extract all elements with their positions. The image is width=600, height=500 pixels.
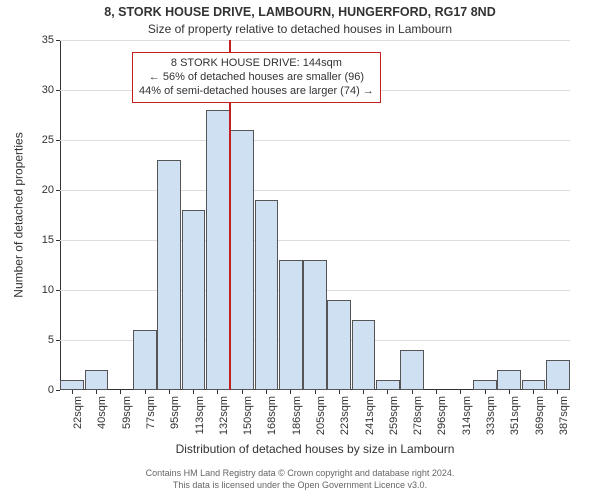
y-axis-label: Number of detached properties — [12, 40, 26, 390]
x-tick-mark — [533, 390, 534, 394]
histogram-bar — [182, 210, 206, 390]
y-tick-label: 30 — [42, 84, 54, 96]
histogram-bar — [85, 370, 109, 390]
annotation-line: ← 56% of detached houses are smaller (96… — [139, 71, 374, 85]
x-tick-mark — [72, 390, 73, 394]
x-tick-mark — [412, 390, 413, 394]
plot-area: 0510152025303522sqm40sqm59sqm77sqm95sqm1… — [60, 40, 570, 390]
histogram-bar — [157, 160, 181, 390]
chart-title: 8, STORK HOUSE DRIVE, LAMBOURN, HUNGERFO… — [0, 5, 600, 19]
x-tick-mark — [339, 390, 340, 394]
y-tick-label: 25 — [42, 134, 54, 146]
y-tick-mark — [56, 240, 60, 241]
footer-line-1: Contains HM Land Registry data © Crown c… — [0, 468, 600, 478]
y-tick-mark — [56, 390, 60, 391]
histogram-bar — [522, 380, 546, 390]
x-tick-label: 314sqm — [461, 396, 473, 435]
x-tick-mark — [557, 390, 558, 394]
y-tick-label: 15 — [42, 234, 54, 246]
histogram-bar — [546, 360, 570, 390]
histogram-bar — [497, 370, 521, 390]
y-tick-mark — [56, 90, 60, 91]
x-tick-mark — [290, 390, 291, 394]
x-tick-mark — [193, 390, 194, 394]
x-tick-label: 132sqm — [218, 396, 230, 435]
chart-subtitle: Size of property relative to detached ho… — [0, 22, 600, 36]
x-tick-label: 369sqm — [534, 396, 546, 435]
x-tick-mark — [96, 390, 97, 394]
histogram-bar — [327, 300, 351, 390]
y-tick-label: 10 — [42, 284, 54, 296]
x-tick-mark — [217, 390, 218, 394]
annotation-line: 44% of semi-detached houses are larger (… — [139, 85, 374, 99]
x-tick-mark — [460, 390, 461, 394]
y-tick-mark — [56, 340, 60, 341]
y-axis-line — [60, 40, 61, 390]
annotation-box: 8 STORK HOUSE DRIVE: 144sqm← 56% of deta… — [132, 52, 381, 103]
x-tick-label: 241sqm — [364, 396, 376, 435]
x-tick-label: 59sqm — [121, 396, 133, 429]
x-tick-label: 77sqm — [145, 396, 157, 429]
histogram-bar — [255, 200, 279, 390]
x-tick-label: 95sqm — [169, 396, 181, 429]
histogram-bar — [60, 380, 84, 390]
y-tick-mark — [56, 190, 60, 191]
x-tick-mark — [145, 390, 146, 394]
histogram-bar — [303, 260, 327, 390]
x-tick-mark — [120, 390, 121, 394]
x-tick-mark — [242, 390, 243, 394]
histogram-bar — [133, 330, 157, 390]
x-tick-mark — [509, 390, 510, 394]
x-tick-label: 351sqm — [509, 396, 521, 435]
y-tick-mark — [56, 140, 60, 141]
x-tick-label: 387sqm — [558, 396, 570, 435]
histogram-bar — [206, 110, 230, 390]
x-tick-mark — [436, 390, 437, 394]
x-tick-mark — [266, 390, 267, 394]
y-gridline — [60, 140, 570, 141]
y-tick-label: 0 — [48, 384, 54, 396]
x-tick-mark — [169, 390, 170, 394]
histogram-bar — [230, 130, 254, 390]
y-tick-label: 20 — [42, 184, 54, 196]
chart-container: 8, STORK HOUSE DRIVE, LAMBOURN, HUNGERFO… — [0, 0, 600, 500]
histogram-bar — [376, 380, 400, 390]
footer-line-2: This data is licensed under the Open Gov… — [0, 480, 600, 490]
x-tick-mark — [387, 390, 388, 394]
x-tick-label: 278sqm — [412, 396, 424, 435]
histogram-bar — [279, 260, 303, 390]
histogram-bar — [473, 380, 497, 390]
histogram-bar — [352, 320, 376, 390]
y-tick-mark — [56, 40, 60, 41]
x-tick-label: 333sqm — [485, 396, 497, 435]
x-tick-label: 205sqm — [315, 396, 327, 435]
x-tick-label: 113sqm — [194, 396, 206, 434]
x-tick-label: 22sqm — [72, 396, 84, 429]
x-tick-label: 168sqm — [266, 396, 278, 435]
y-gridline — [60, 40, 570, 41]
x-tick-label: 296sqm — [436, 396, 448, 435]
x-tick-label: 259sqm — [388, 396, 400, 435]
annotation-line: 8 STORK HOUSE DRIVE: 144sqm — [139, 57, 374, 71]
y-tick-label: 5 — [48, 334, 54, 346]
x-tick-label: 150sqm — [242, 396, 254, 435]
histogram-bar — [400, 350, 424, 390]
x-axis-label: Distribution of detached houses by size … — [60, 442, 570, 456]
y-tick-mark — [56, 290, 60, 291]
x-tick-label: 186sqm — [291, 396, 303, 435]
x-tick-label: 40sqm — [96, 396, 108, 429]
y-tick-label: 35 — [42, 34, 54, 46]
x-tick-mark — [485, 390, 486, 394]
y-gridline — [60, 240, 570, 241]
x-tick-mark — [363, 390, 364, 394]
x-tick-label: 223sqm — [339, 396, 351, 435]
y-gridline — [60, 190, 570, 191]
x-tick-mark — [315, 390, 316, 394]
